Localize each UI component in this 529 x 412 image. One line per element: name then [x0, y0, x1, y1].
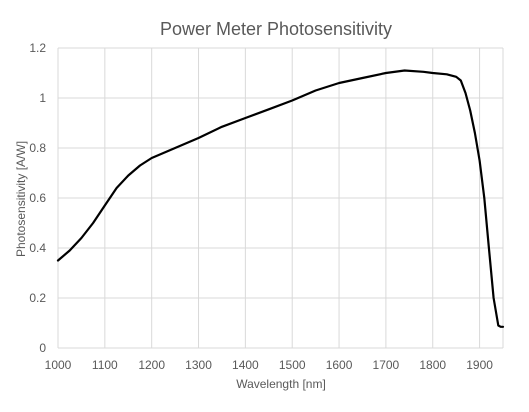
- x-tick-label: 1100: [92, 358, 118, 372]
- line-layer: [56, 69, 505, 328]
- y-tick-label: 1.2: [29, 41, 46, 55]
- x-tick-label: 1700: [373, 358, 400, 372]
- x-tick-label: 1500: [279, 358, 306, 372]
- x-tick-label: 1000: [45, 358, 72, 372]
- x-axis-label: Wavelength [nm]: [236, 377, 326, 391]
- y-tick-label: 0.8: [29, 141, 46, 155]
- tick-label-layer: 1000 1100 1200 1300 1400 1500 1600 1700 1800 1900…: [29, 41, 493, 372]
- y-tick-label: 0.6: [29, 191, 46, 205]
- x-tick-label: 1600: [326, 358, 353, 372]
- x-tick-label: 1300: [185, 358, 212, 372]
- y-tick-label: 1: [39, 91, 46, 105]
- x-tick-label: 1900: [466, 358, 493, 372]
- chart-title: Power Meter Photosensitivity: [160, 19, 392, 39]
- x-tick-label: 1200: [138, 358, 165, 372]
- y-tick-label: 0.2: [29, 291, 46, 305]
- grid-layer: [57, 47, 504, 349]
- y-tick-label: 0.4: [29, 241, 46, 255]
- y-tick-label: 0: [39, 341, 46, 355]
- x-tick-label: 1800: [419, 358, 446, 372]
- photosensitivity-series-line: [56, 69, 505, 328]
- y-axis-label: Photosensitivity [A/W]: [14, 141, 28, 257]
- x-tick-label: 1400: [232, 358, 259, 372]
